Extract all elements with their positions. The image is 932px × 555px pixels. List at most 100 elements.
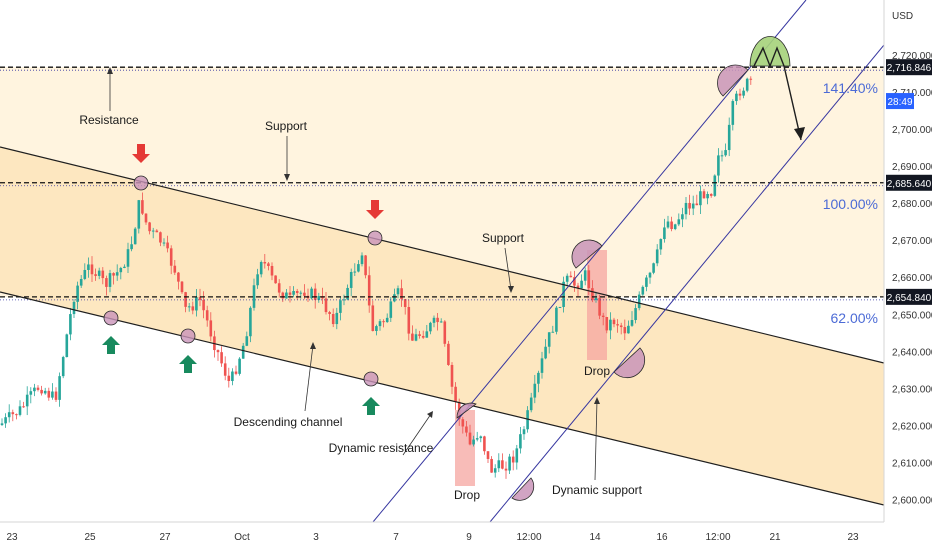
candle-body bbox=[414, 334, 418, 341]
candle-body bbox=[429, 322, 432, 332]
candle-body bbox=[666, 221, 670, 228]
fib-labels: 141.40% 100.00% 62.00% bbox=[823, 80, 878, 326]
candle-body bbox=[155, 230, 159, 233]
candle-body bbox=[605, 316, 609, 331]
candle-body bbox=[623, 327, 627, 334]
candle-body bbox=[58, 376, 61, 400]
ascending-channel-lower bbox=[489, 44, 884, 522]
candle-body bbox=[101, 270, 105, 279]
label-support-top: Support bbox=[265, 119, 308, 133]
candle-body bbox=[94, 274, 97, 276]
candle-body bbox=[659, 239, 663, 250]
y-tick-label: 2,640.000 bbox=[892, 347, 932, 358]
candle-body bbox=[180, 281, 184, 293]
candle-body bbox=[573, 277, 576, 286]
candle-body bbox=[115, 272, 119, 276]
candle-body bbox=[292, 291, 295, 295]
candle-body bbox=[609, 319, 612, 331]
candle-body bbox=[403, 299, 407, 308]
candle-body bbox=[742, 90, 745, 96]
x-axis-background bbox=[0, 522, 884, 550]
candle-body bbox=[245, 336, 249, 346]
candle-body bbox=[184, 292, 187, 307]
callout-arrowhead bbox=[310, 342, 316, 349]
candle-body bbox=[83, 269, 87, 279]
x-tick-label: 23 bbox=[6, 532, 18, 543]
candle-body bbox=[252, 285, 256, 308]
candle-body bbox=[234, 371, 238, 374]
x-tick-label: 9 bbox=[466, 532, 472, 543]
candle-body bbox=[360, 255, 364, 265]
candle-body bbox=[396, 288, 400, 295]
callout-arrowhead bbox=[508, 286, 514, 293]
y-tick-label: 2,690.000 bbox=[892, 162, 932, 173]
x-tick-label: 12:00 bbox=[516, 532, 541, 543]
candle-body bbox=[263, 262, 267, 264]
candle-body bbox=[702, 191, 706, 199]
candle-body bbox=[587, 270, 591, 289]
candle-body bbox=[195, 297, 198, 311]
candle-body bbox=[400, 288, 403, 300]
candle-body bbox=[681, 214, 684, 220]
touch-circle bbox=[133, 175, 149, 191]
candle-body bbox=[231, 371, 234, 382]
projection-path bbox=[753, 46, 802, 141]
top-dome bbox=[749, 36, 791, 67]
candle-body bbox=[97, 270, 101, 276]
candle-body bbox=[673, 224, 677, 230]
candle-body bbox=[65, 334, 69, 358]
candle-body bbox=[339, 300, 342, 313]
candle-body bbox=[295, 291, 299, 294]
candle-body bbox=[634, 308, 637, 321]
candle-body bbox=[123, 266, 126, 268]
candle-body bbox=[551, 331, 555, 333]
touch-circle bbox=[180, 328, 196, 344]
candle-body bbox=[601, 315, 605, 317]
candle-body bbox=[43, 390, 47, 394]
candle-body bbox=[447, 343, 450, 365]
candle-body bbox=[223, 363, 227, 376]
candle-body bbox=[51, 391, 54, 398]
channel-touch-marker bbox=[571, 239, 603, 269]
candle-body bbox=[25, 394, 29, 407]
candle-body bbox=[0, 423, 4, 425]
y-tick-label: 2,610.000 bbox=[892, 458, 932, 469]
candle-body bbox=[11, 412, 15, 415]
candle-body bbox=[529, 397, 533, 411]
candle-body bbox=[411, 333, 414, 341]
price-label-box bbox=[886, 288, 932, 305]
candle-body bbox=[169, 248, 173, 266]
candle-body bbox=[353, 271, 357, 273]
projection-arrowhead bbox=[794, 127, 805, 140]
candle-body bbox=[61, 357, 65, 377]
x-tick-label: 23 bbox=[847, 532, 859, 543]
candle-body bbox=[310, 288, 313, 299]
y-tick-label: 2,660.000 bbox=[892, 273, 932, 284]
callout-line bbox=[504, 247, 512, 291]
ascending-channel-upper bbox=[372, 0, 807, 522]
candle-body bbox=[177, 272, 180, 282]
candle-body bbox=[198, 297, 202, 300]
label-resistance: Resistance bbox=[79, 113, 139, 127]
candle-body bbox=[749, 78, 753, 80]
candle-body bbox=[328, 312, 331, 314]
candle-body bbox=[735, 93, 738, 102]
candle-body bbox=[15, 414, 18, 416]
candle-body bbox=[281, 292, 285, 299]
y-tick-label: 2,630.000 bbox=[892, 384, 932, 395]
candle-body bbox=[227, 375, 231, 382]
candle-body bbox=[36, 387, 40, 390]
candle-body bbox=[349, 271, 353, 288]
y-tick-label: 2,650.000 bbox=[892, 310, 932, 321]
touch-circle bbox=[103, 310, 119, 326]
candle-body bbox=[166, 242, 169, 249]
candle-body bbox=[4, 417, 7, 424]
candle-body bbox=[717, 155, 720, 176]
candle-body bbox=[461, 419, 465, 427]
candle-body bbox=[695, 203, 699, 206]
candle-body bbox=[162, 242, 166, 244]
candle-body bbox=[724, 150, 727, 156]
candle-body bbox=[126, 249, 130, 267]
